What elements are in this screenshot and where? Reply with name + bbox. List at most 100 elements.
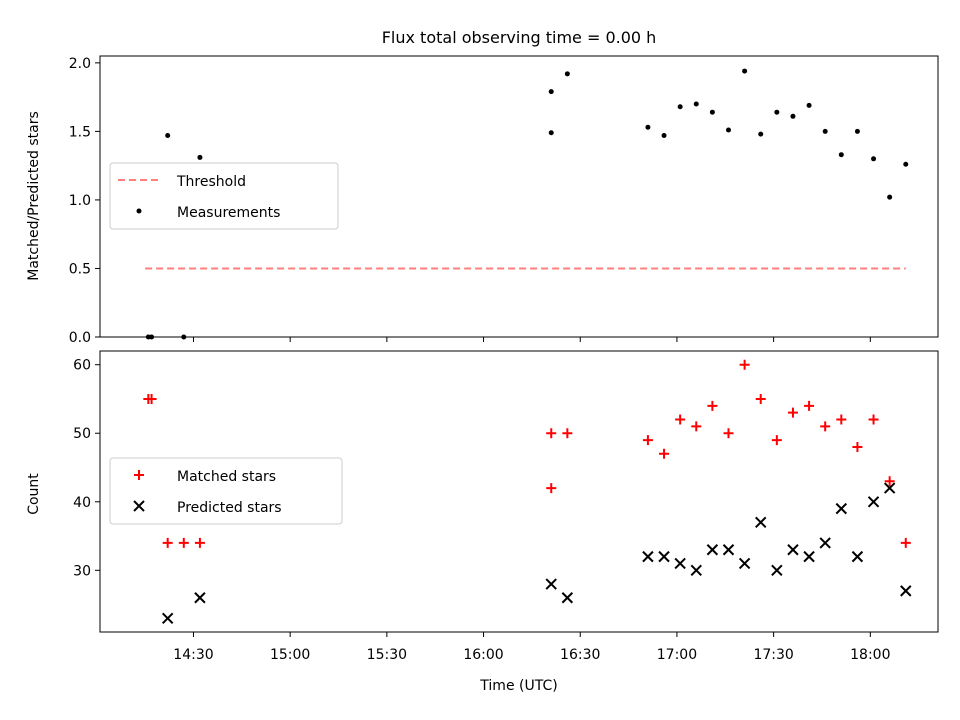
measurement-point: [548, 130, 554, 136]
bottom-y-axis-label: Count: [26, 473, 42, 515]
predicted-legend-swatch: [133, 500, 145, 512]
measurement-point: [197, 154, 203, 160]
x-tick-label: 18:00: [850, 647, 890, 663]
x-axis-label: Time (UTC): [479, 678, 557, 694]
bottom-panel: Count Time (UTC) 30 40 50 60 14:30 15:00 15:3…: [26, 350, 939, 694]
predicted-star-point: [900, 585, 912, 597]
measurement-point: [887, 194, 893, 200]
predicted-star-point: [722, 544, 735, 556]
bottom-y-ticks: 30 40 50 60: [73, 358, 100, 579]
matched-star-point: [868, 414, 879, 425]
bottom-y-tick-label: 50: [73, 426, 91, 442]
x-tick-label: 14:30: [173, 647, 213, 663]
bottom-axes-frame: [99, 350, 939, 633]
x-tick-label: 17:30: [753, 647, 793, 663]
predicted-star-point: [194, 592, 206, 604]
top-y-axis-label: Matched/Predicted stars: [26, 111, 42, 281]
bottom-legend: Matched stars Predicted stars: [109, 457, 343, 525]
predicted-star-point: [690, 564, 702, 577]
matched-star-point: [884, 476, 895, 487]
x-tick-label: 15:00: [270, 647, 310, 663]
predicted-star-point: [787, 544, 799, 556]
matched-star-point: [804, 400, 815, 411]
matched-star-point: [178, 537, 189, 548]
matched-star-point: [146, 393, 157, 404]
measurement-point: [854, 128, 860, 134]
measurement-point: [774, 109, 780, 115]
predicted-star-point: [883, 482, 896, 494]
top-x-ticks: [192, 337, 871, 342]
predicted-star-point: [738, 557, 751, 570]
matched-star-point: [787, 407, 798, 418]
predicted-star-point: [545, 578, 557, 590]
bottom-y-tick-label: 30: [73, 563, 91, 579]
predicted-star-point: [771, 564, 783, 577]
top-y-tick-label: 0.0: [69, 330, 91, 346]
matched-star-point: [546, 483, 557, 494]
measurement-point: [806, 102, 812, 108]
top-y-tick-label: 0.5: [69, 261, 91, 277]
matched-star-point: [852, 441, 863, 452]
x-tick-label: 17:00: [657, 647, 697, 663]
measurement-point: [693, 101, 699, 107]
measurements-legend-label: Measurements: [177, 205, 280, 221]
predicted-star-point: [867, 496, 880, 508]
predicted-star-point: [706, 544, 719, 556]
x-tick-label: 16:00: [463, 647, 503, 663]
top-y-tick-label: 2.0: [69, 56, 91, 72]
bottom-plot-area: [143, 359, 912, 625]
measurement-point: [726, 127, 731, 133]
measurement-point: [871, 156, 877, 162]
measurement-point: [758, 131, 764, 137]
measurement-point: [790, 113, 796, 119]
matched-star-point: [546, 428, 557, 439]
measurement-point: [709, 109, 715, 115]
top-legend-box: [109, 162, 339, 230]
measurement-point: [677, 104, 683, 110]
measurement-point: [903, 161, 909, 167]
matched-star-point: [707, 400, 718, 411]
matched-legend-swatch: [134, 470, 144, 480]
predicted-star-point: [161, 612, 174, 625]
predicted-star-point: [561, 592, 574, 604]
top-panel: Matched/Predicted stars 0.00.51.01.52.0 …: [26, 55, 939, 346]
matched-star-point: [659, 448, 670, 459]
predicted-star-point: [819, 537, 831, 549]
bottom-y-tick-label: 60: [73, 358, 91, 374]
predicted-star-point: [642, 550, 654, 563]
matched-star-point: [836, 414, 847, 425]
measurement-point: [838, 152, 844, 158]
measurement-point: [661, 133, 667, 139]
chart-title: Flux total observing time = 0.00 h: [382, 28, 657, 47]
matched-star-point: [194, 537, 205, 548]
matched-star-point: [723, 428, 734, 439]
predicted-star-point: [835, 502, 848, 515]
top-plot-area: [145, 68, 909, 340]
measurement-point: [165, 133, 171, 139]
predicted-star-point: [674, 557, 686, 570]
matched-star-point: [820, 421, 831, 432]
bottom-y-tick-label: 40: [73, 495, 91, 511]
matched-star-point: [162, 537, 173, 548]
x-tick-label: 16:30: [560, 647, 600, 663]
matched-star-point: [691, 421, 702, 432]
matched-star-point: [562, 428, 573, 439]
top-y-ticks: 0.0 0.5 1.0 1.5 2.0: [69, 56, 100, 346]
matched-legend-label: Matched stars: [177, 469, 276, 485]
top-y-tick-label: 1.0: [69, 193, 91, 209]
predicted-star-point: [851, 550, 864, 563]
x-tick-label: 15:30: [367, 647, 407, 663]
measurement-point: [742, 68, 748, 74]
predicted-star-point: [803, 550, 815, 563]
top-legend: Threshold Measurements: [109, 162, 339, 230]
measurement-point: [564, 71, 570, 77]
bottom-legend-box: [109, 457, 343, 525]
threshold-legend-label: Threshold: [176, 174, 246, 190]
matched-star-point: [755, 393, 766, 404]
top-axes-frame: [99, 55, 939, 338]
matched-star-point: [642, 435, 653, 446]
matched-star-point: [771, 435, 782, 446]
predicted-star-point: [755, 516, 767, 529]
